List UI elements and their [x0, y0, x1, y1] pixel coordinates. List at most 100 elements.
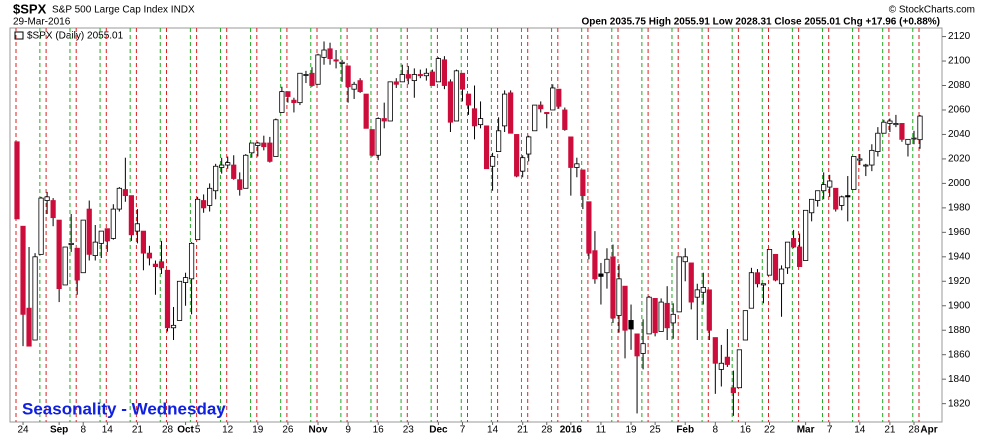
candle-body — [291, 99, 297, 104]
candle-body — [405, 74, 411, 79]
candle-body — [845, 195, 851, 198]
candle-body — [327, 48, 333, 59]
candle-body — [676, 256, 682, 313]
candle-body — [875, 132, 881, 152]
x-tick-label: 14 — [487, 425, 499, 436]
candle-body — [670, 313, 676, 324]
x-tick-label: 21 — [132, 425, 144, 436]
candle-body — [243, 154, 249, 189]
candle-body — [664, 302, 670, 329]
candle-body — [375, 118, 381, 156]
candle-body — [86, 208, 92, 255]
candle-body — [489, 156, 496, 167]
candle-body — [604, 258, 610, 274]
candle-body — [219, 164, 225, 168]
x-tick-label: 8 — [713, 425, 719, 436]
y-tick-label: 2060 — [948, 105, 971, 116]
x-tick-label: 23 — [403, 425, 415, 436]
candle-body — [502, 93, 508, 127]
candle-body — [201, 200, 207, 209]
x-tick-label: Feb — [676, 425, 694, 436]
candle-body — [315, 54, 321, 85]
candle-body — [297, 72, 303, 104]
candle-body — [766, 249, 773, 276]
candle-body — [724, 356, 730, 365]
candle-body — [610, 256, 616, 319]
candle-body — [911, 137, 917, 140]
candle-body — [556, 88, 562, 107]
x-tick-label: 2016 — [560, 425, 583, 436]
candle-body — [586, 201, 592, 254]
candle-body — [435, 58, 442, 83]
candle-body — [869, 149, 875, 166]
candle-body — [652, 298, 658, 334]
candle-body — [122, 189, 128, 197]
candle-body — [423, 72, 429, 77]
candle-body — [616, 278, 622, 316]
candle-body — [237, 179, 243, 190]
candle-body — [170, 324, 177, 329]
candle-body — [56, 219, 62, 290]
candle-body — [550, 87, 556, 111]
candle-body — [815, 190, 821, 201]
x-tick-label: Dec — [429, 425, 448, 436]
x-tick-label: 16 — [373, 425, 385, 436]
y-tick-label: 2100 — [948, 56, 971, 67]
candle-body — [249, 142, 255, 154]
candle-body — [68, 242, 74, 245]
candle-body — [658, 301, 664, 332]
candle-body — [110, 208, 116, 239]
candle-body — [646, 296, 652, 335]
candle-body — [164, 269, 171, 329]
x-tick-label: Sep — [50, 425, 68, 436]
candle-body — [339, 61, 345, 64]
x-tick-label: 25 — [650, 425, 662, 436]
y-tick-label: 1980 — [948, 203, 971, 214]
candle-body — [80, 219, 86, 274]
candle-body — [213, 165, 219, 192]
candle-body — [116, 187, 122, 210]
candle-body — [748, 272, 755, 309]
candle-body — [784, 241, 791, 269]
x-tick-label: 22 — [764, 425, 776, 436]
y-tick-label: 1900 — [948, 300, 971, 311]
candle-body — [526, 136, 532, 155]
candle-body — [809, 198, 815, 214]
candle-body — [188, 242, 195, 280]
x-tick-label: Mar — [797, 425, 815, 436]
candle-body — [568, 136, 574, 168]
candle-body — [32, 256, 38, 341]
candle-body — [544, 112, 550, 115]
candle-body — [718, 362, 724, 370]
x-tick-label: Oct — [177, 425, 194, 436]
candle-body — [399, 74, 405, 83]
legend-swatch — [14, 31, 24, 40]
security-name: S&P 500 Large Cap Index INDX — [52, 5, 195, 16]
candle-body — [887, 120, 893, 124]
candle-body — [520, 157, 526, 172]
x-tick-label: 5 — [195, 425, 201, 436]
candle-body — [905, 138, 911, 145]
x-tick-label: 11 — [596, 425, 607, 436]
y-tick-label: 1820 — [948, 398, 971, 409]
candle-body — [803, 209, 809, 261]
candle-body — [736, 349, 743, 389]
candle-body — [345, 65, 351, 88]
candle-body — [459, 72, 466, 90]
date: 29-Mar-2016 — [13, 17, 71, 28]
candle-body — [38, 197, 44, 255]
candle-body — [98, 230, 104, 244]
candle-body — [387, 81, 393, 122]
candle-body — [393, 81, 399, 85]
y-tick-label: 2080 — [948, 80, 971, 91]
candle-body — [363, 93, 369, 129]
candle-body — [146, 252, 153, 259]
credit: © StockCharts.com — [889, 5, 975, 16]
x-tick-label: 21 — [884, 425, 896, 436]
candle-body — [128, 195, 134, 236]
candle-body — [827, 180, 833, 188]
candle-body — [453, 70, 460, 122]
candle-body — [760, 283, 767, 286]
candle-body — [495, 130, 502, 152]
